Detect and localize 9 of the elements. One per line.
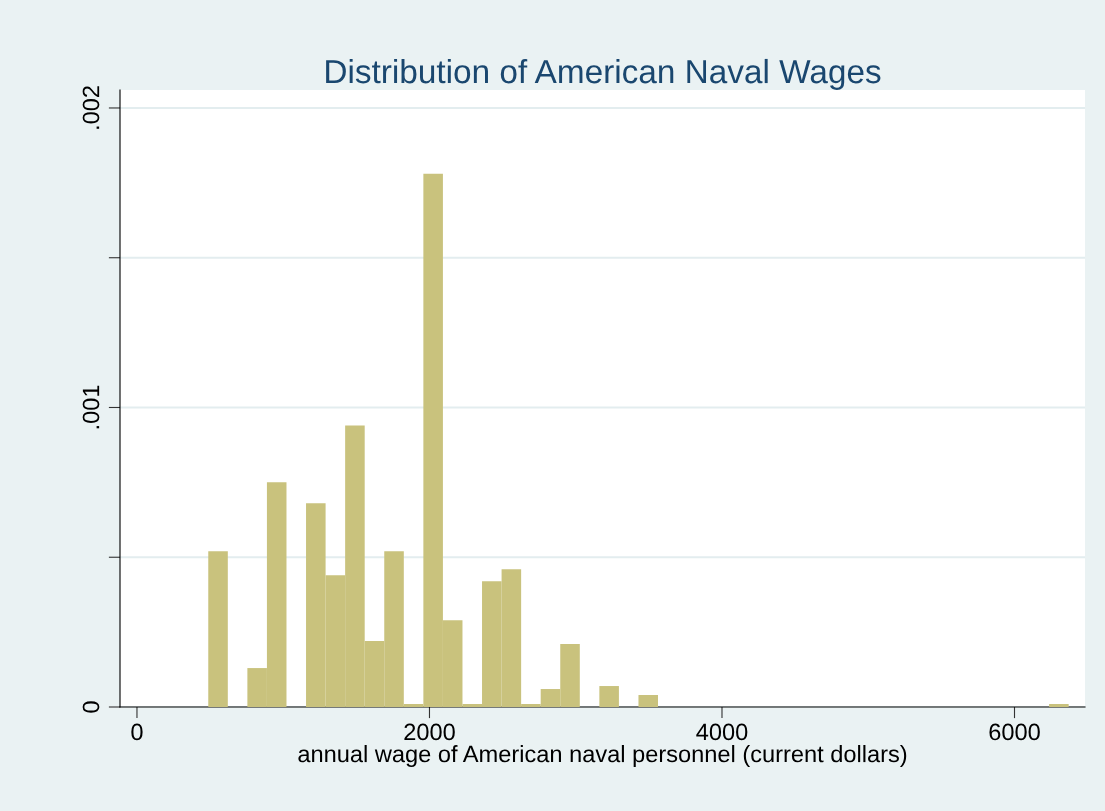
- x-tick-label: 4000: [696, 723, 748, 741]
- y-tick-label: 0: [82, 701, 100, 713]
- x-tick-label: 0: [131, 723, 143, 741]
- y-tick-label: .001: [82, 385, 100, 429]
- x-tick-label: 2000: [404, 723, 455, 741]
- y-tick-label: .002: [82, 86, 100, 129]
- x-axis-title: annual wage of American naval personnel (current dollars): [298, 744, 907, 767]
- chart-title: Distribution of American Naval Wages: [326, 58, 881, 90]
- x-tick-label: 6000: [989, 723, 1040, 741]
